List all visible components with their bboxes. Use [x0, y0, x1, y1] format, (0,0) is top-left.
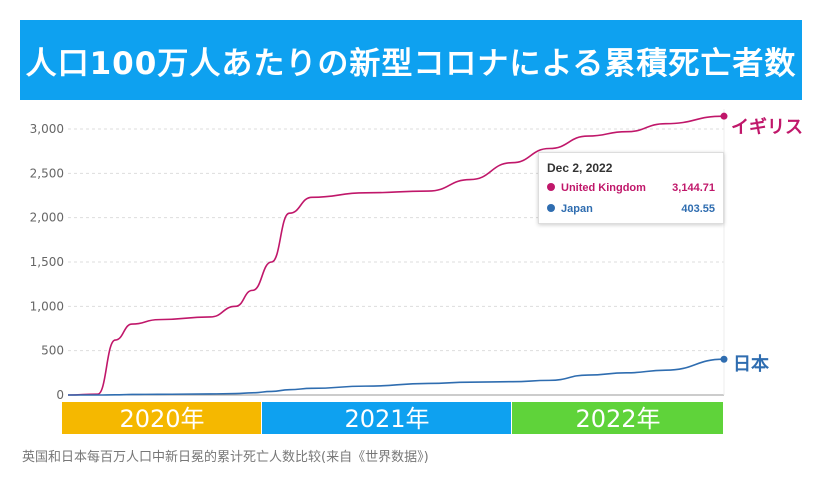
y-tick-label: 1,000	[30, 299, 64, 313]
series-line-0	[67, 115, 725, 396]
tooltip-value: 403.55	[681, 203, 715, 215]
tooltip: Dec 2, 2022 United Kingdom 3,144.71 Japan…	[538, 152, 724, 224]
year-band	[512, 402, 723, 434]
tooltip-row-uk: United Kingdom 3,144.71	[547, 182, 715, 194]
japan-series-label: 日本	[733, 354, 769, 375]
y-tick-label: 0	[56, 388, 64, 402]
uk-dot-icon	[547, 183, 555, 191]
year-band	[262, 402, 511, 434]
y-tick-label: 2,500	[30, 166, 64, 180]
y-tick-label: 2,000	[30, 211, 64, 225]
tooltip-row-japan: Japan 403.55	[547, 203, 715, 215]
series-line-1	[67, 358, 725, 396]
year-band-label: 2020年	[119, 405, 204, 433]
y-tick-label: 1,500	[30, 255, 64, 269]
y-tick-label: 3,000	[30, 122, 64, 136]
y-tick-label: 500	[41, 344, 64, 358]
year-band-label: 2022年	[575, 405, 660, 433]
year-band-label: 2021年	[344, 405, 429, 433]
tooltip-name: United Kingdom	[561, 182, 646, 194]
caption: 英国和日本每百万人口中新日冕的累计死亡人数比较(来自《世界数据》)	[22, 450, 429, 465]
series-end-marker	[720, 355, 728, 363]
tooltip-date: Dec 2, 2022	[547, 161, 613, 175]
tooltip-name: Japan	[561, 203, 593, 215]
uk-series-label: イギリス	[731, 117, 803, 138]
tooltip-value: 3,144.71	[672, 182, 715, 194]
series-end-marker	[720, 112, 728, 120]
year-band	[62, 402, 261, 434]
japan-dot-icon	[547, 204, 555, 212]
chart-title: 人口100万人あたりの新型コロナによる累積死亡者数	[20, 20, 802, 100]
